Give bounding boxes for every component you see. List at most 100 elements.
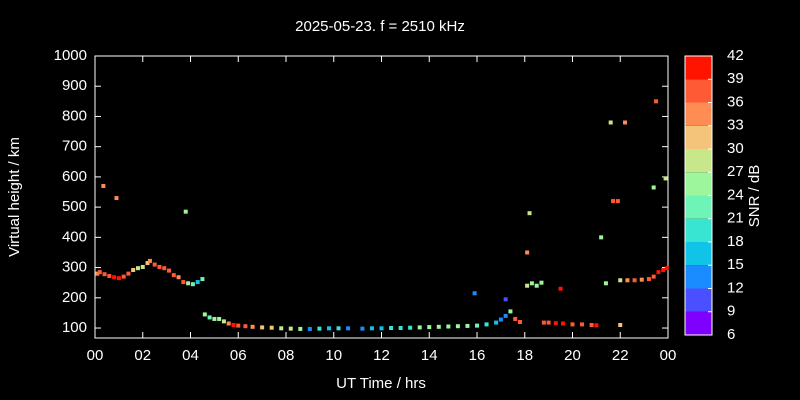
colorbar-tick-label: 33 [727,117,744,134]
data-point [200,277,205,282]
data-point [661,267,666,272]
x-tick-label: 22 [612,347,629,364]
data-point [162,266,167,271]
y-tick-label: 900 [62,77,87,94]
y-tick-label: 700 [62,138,87,155]
colorbar-label: SNR / dB [746,165,763,228]
data-point [603,281,608,286]
data-point [135,266,140,271]
data-point [594,323,599,328]
x-tick-label: 12 [373,347,390,364]
data-point [446,324,451,329]
y-tick-label: 600 [62,168,87,185]
data-point [664,266,669,271]
data-point [623,120,628,125]
data-point [288,326,293,331]
data-point [101,183,106,188]
data-point [279,326,284,331]
colorbar-band [685,102,712,126]
data-point [570,322,575,327]
x-tick-label: 06 [230,347,247,364]
colorbar-tick-label: 27 [727,163,744,180]
data-point [317,326,322,331]
data-point [167,268,172,273]
data-point [147,258,152,263]
colorbar-tick-label: 15 [727,256,744,273]
data-point [176,275,181,280]
data-point [615,199,620,204]
colorbar-band [685,125,712,149]
x-tick-label: 14 [421,347,438,364]
data-point [639,277,644,282]
data-point [221,319,226,324]
x-tick-label: 08 [278,347,295,364]
colorbar-band [685,288,712,312]
y-axis-label: Virtual height / km [6,137,23,257]
data-point [102,272,107,277]
y-tick-label: 100 [62,319,87,336]
colorbar-tick-label: 12 [727,279,744,296]
colorbar-band [685,195,712,219]
data-point [97,270,102,275]
x-tick-label: 04 [182,347,199,364]
data-point [212,316,217,321]
data-point [608,120,613,125]
y-tick-label: 200 [62,289,87,306]
data-point [171,273,176,278]
colorbar-tick-label: 21 [727,210,744,227]
data-point [326,326,331,331]
data-point [202,312,207,317]
colorbar-band [685,311,712,335]
data-point [183,209,188,214]
x-axis-label: UT Time / hrs [336,375,426,392]
data-point [654,99,659,104]
data-point [307,326,312,331]
data-point [360,326,365,331]
data-point [298,326,303,331]
data-point [190,282,195,287]
data-point [475,323,479,328]
data-point [389,326,394,331]
x-tick-label: 20 [564,347,581,364]
data-point [126,271,131,276]
data-point [250,324,255,329]
data-point [484,322,489,327]
data-point [529,281,534,286]
data-point [513,316,518,321]
data-point [517,319,522,324]
data-point [472,291,477,296]
y-tick-label: 1000 [54,47,87,64]
data-point [503,313,508,318]
x-tick-label: 00 [87,347,104,364]
data-point [186,281,191,286]
y-tick-label: 400 [62,228,87,245]
data-point [498,317,503,322]
data-point [508,309,513,314]
data-point [379,326,384,331]
colorbar-tick-label: 42 [727,47,744,64]
data-point [651,274,656,279]
colorbar-tick-label: 18 [727,233,744,250]
colorbar-tick-label: 9 [727,303,735,320]
data-point [546,320,551,325]
data-point [408,325,413,330]
colorbar-band [685,79,712,103]
data-point [116,276,121,281]
x-tick-label: 10 [325,347,342,364]
x-tick-label: 16 [469,347,486,364]
data-point [632,278,637,283]
data-point [539,280,544,285]
data-point [217,316,222,321]
data-point [195,280,200,285]
data-point [157,264,162,269]
colorbar-band [685,149,712,173]
y-tick-label: 500 [62,198,87,215]
data-point [436,324,441,329]
data-point [131,267,136,272]
data-point [534,283,539,288]
colorbar-tick-label: 6 [727,326,735,343]
data-point [651,185,656,190]
